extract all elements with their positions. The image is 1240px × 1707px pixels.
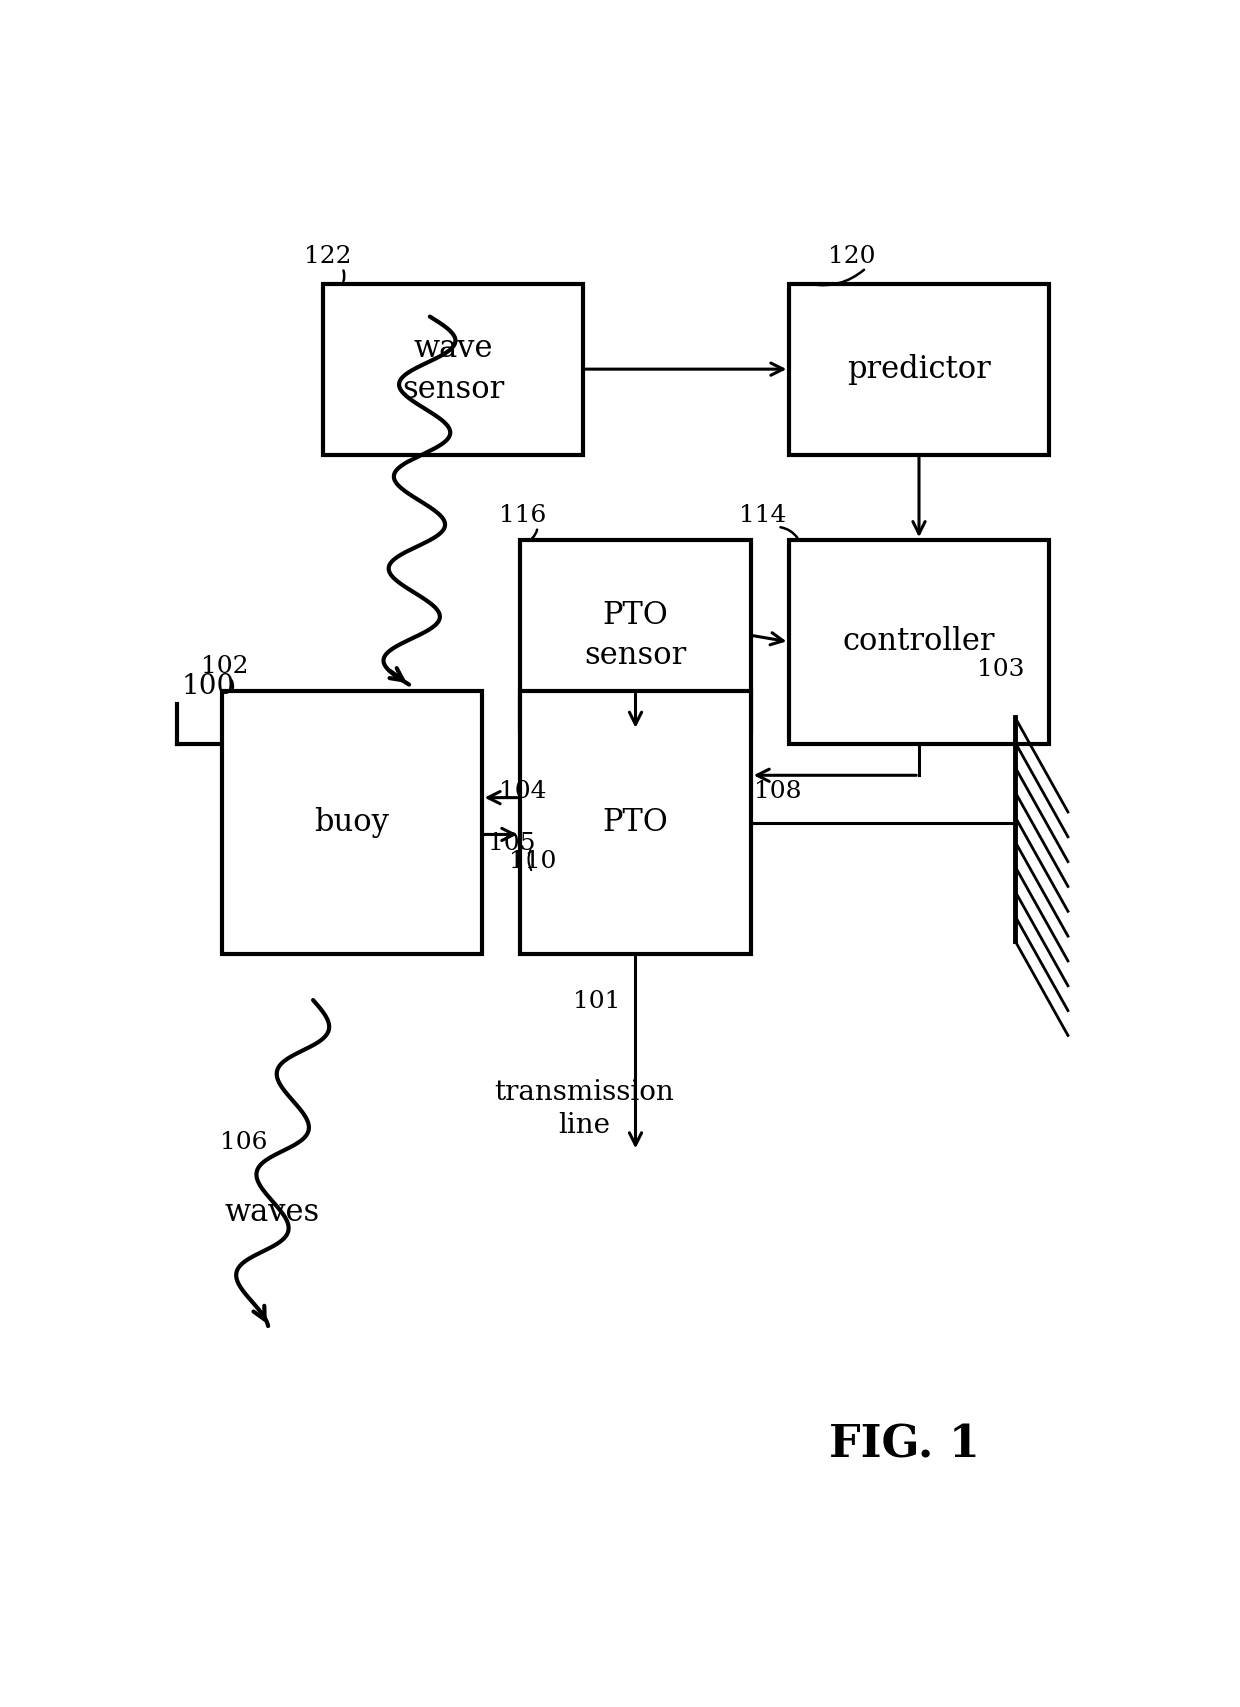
Text: 120: 120 — [828, 244, 875, 268]
Text: PTO: PTO — [603, 807, 668, 838]
Text: PTO
sensor: PTO sensor — [584, 599, 687, 671]
Bar — [222, 691, 481, 954]
Text: 116: 116 — [498, 504, 547, 527]
Text: 104: 104 — [498, 780, 547, 802]
Text: FIG. 1: FIG. 1 — [830, 1424, 980, 1466]
Text: controller: controller — [843, 626, 996, 657]
Bar — [521, 539, 751, 731]
Text: predictor: predictor — [847, 353, 991, 384]
Bar — [324, 283, 583, 454]
Text: 100: 100 — [182, 673, 236, 700]
Text: 122: 122 — [304, 244, 351, 268]
Text: 106: 106 — [221, 1130, 268, 1154]
Text: 108: 108 — [754, 780, 801, 802]
Text: wave
sensor: wave sensor — [402, 333, 503, 405]
Text: 110: 110 — [508, 850, 556, 872]
Text: 114: 114 — [739, 504, 786, 527]
Text: 103: 103 — [977, 657, 1024, 681]
Bar — [521, 691, 751, 954]
Text: waves: waves — [224, 1197, 320, 1229]
Text: buoy: buoy — [315, 807, 389, 838]
Text: transmission
line: transmission line — [495, 1079, 675, 1139]
Text: 101: 101 — [573, 990, 620, 1014]
Bar — [789, 283, 1049, 454]
Text: 105: 105 — [487, 833, 534, 855]
Bar — [789, 539, 1049, 744]
Text: 102: 102 — [201, 655, 249, 678]
